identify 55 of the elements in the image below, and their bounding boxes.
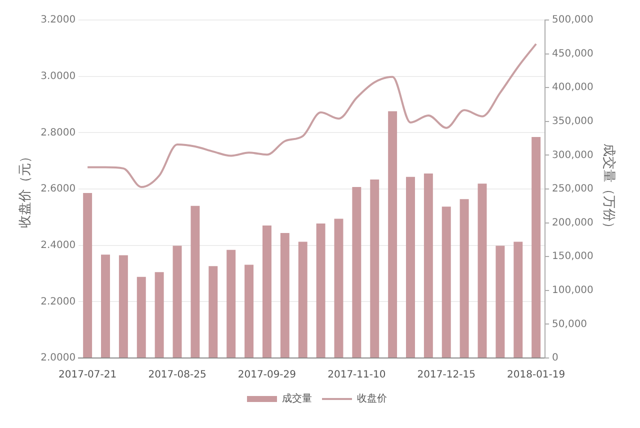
y2-tick-label: 450,000 [552,48,594,60]
bar [424,173,433,358]
bar [136,276,146,358]
bar [118,255,128,358]
bar [388,111,398,358]
line-series [86,42,538,188]
x-tick-label: 2017-12-15 [417,370,476,381]
y2-tick-label: 500,000 [552,14,594,26]
bar [244,264,254,358]
y2-tick-label: 200,000 [552,217,594,228]
y-tick-label: 2.6000 [40,184,76,195]
y2-tick-label: 0 [552,352,558,364]
y-tick-label: 3.2000 [40,14,76,26]
y-axis-title: 收盘价（元） [18,150,34,228]
legend-label: 收盘价 [357,392,387,405]
bar [532,136,541,358]
y-tick-label: 3.0000 [40,70,76,82]
x-tick-label: 2018-01-19 [507,370,566,381]
bar [101,254,110,358]
y2-axis-title: 成交量（万份） [600,144,617,234]
y-tick-label: 2.8000 [40,127,76,138]
y2-tick-label: 300,000 [552,150,594,161]
bar [514,242,523,358]
y2-tick-label: 50,000 [552,318,588,330]
bar [442,206,451,358]
bar [262,226,272,358]
bar [316,223,326,358]
bar [406,176,415,358]
bar [460,199,469,358]
bar [154,272,164,358]
bar [226,250,236,358]
y2-tick-label: 100,000 [552,284,594,296]
bar [298,242,308,358]
y2-tick-label: 400,000 [552,82,594,94]
y-tick-label: 2.2000 [40,296,76,308]
bar [478,184,487,358]
bar [172,246,182,358]
x-tick-label: 2017-07-21 [58,370,117,381]
bar [334,218,344,358]
y2-tick-label: 150,000 [552,251,594,262]
y2-tick-label: 350,000 [552,116,594,127]
y-tick-label: 2.0000 [40,352,76,364]
bar [190,206,200,358]
bar [280,232,290,358]
x-tick-label: 2017-09-29 [238,370,296,381]
y-tick-label: 2.4000 [40,240,76,251]
legend-label: 成交量 [282,392,312,405]
bar [83,193,92,358]
bar [208,266,218,358]
bar [352,186,362,358]
y2-tick-label: 250,000 [552,184,594,195]
x-tick-label: 2017-08-25 [148,370,206,381]
bar [496,246,505,358]
x-tick-label: 2017-11-10 [328,370,386,381]
bar [370,180,380,358]
